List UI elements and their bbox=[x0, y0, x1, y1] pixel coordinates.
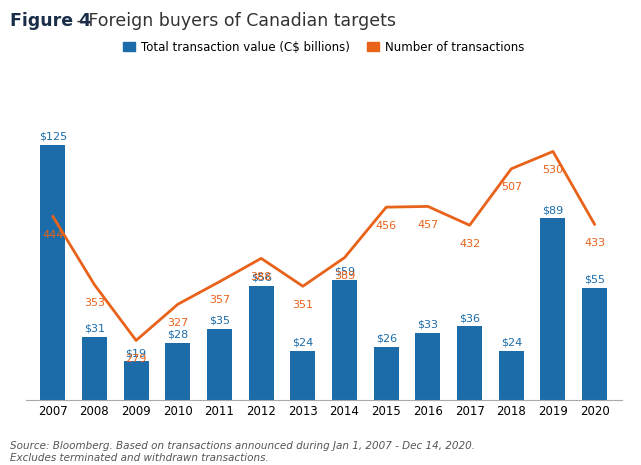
Text: $36: $36 bbox=[459, 313, 480, 323]
Bar bbox=[582, 288, 607, 400]
Text: $26: $26 bbox=[376, 334, 397, 344]
Legend: Total transaction value (C$ billions), Number of transactions: Total transaction value (C$ billions), N… bbox=[119, 36, 529, 58]
Text: $33: $33 bbox=[417, 319, 438, 330]
Text: Figure 4: Figure 4 bbox=[10, 12, 91, 30]
Text: 357: 357 bbox=[209, 295, 230, 305]
Text: $125: $125 bbox=[38, 132, 67, 142]
Text: 351: 351 bbox=[292, 300, 313, 310]
Text: 444: 444 bbox=[42, 230, 63, 240]
Text: - Foreign buyers of Canadian targets: - Foreign buyers of Canadian targets bbox=[71, 12, 395, 30]
Bar bbox=[82, 337, 107, 400]
Bar bbox=[374, 347, 399, 400]
Text: 456: 456 bbox=[376, 221, 397, 231]
Bar bbox=[165, 343, 190, 400]
Bar bbox=[415, 332, 440, 400]
Text: Source: Bloomberg. Based on transactions announced during Jan 1, 2007 - Dec 14, : Source: Bloomberg. Based on transactions… bbox=[10, 441, 474, 463]
Text: $59: $59 bbox=[334, 266, 355, 277]
Text: $24: $24 bbox=[501, 338, 522, 348]
Bar bbox=[499, 351, 524, 400]
Text: 353: 353 bbox=[84, 298, 105, 308]
Text: 432: 432 bbox=[459, 239, 480, 249]
Text: 327: 327 bbox=[167, 318, 188, 328]
Text: 388: 388 bbox=[251, 272, 272, 282]
Bar bbox=[207, 328, 232, 400]
Text: $56: $56 bbox=[251, 272, 272, 283]
Text: $89: $89 bbox=[542, 205, 563, 215]
Text: 279: 279 bbox=[126, 354, 147, 364]
Text: 389: 389 bbox=[334, 271, 355, 281]
Bar bbox=[249, 286, 274, 400]
Bar bbox=[40, 145, 65, 400]
Text: $35: $35 bbox=[209, 315, 230, 326]
Text: $19: $19 bbox=[126, 348, 147, 358]
Text: $24: $24 bbox=[292, 338, 313, 348]
Bar bbox=[540, 219, 565, 400]
Text: 530: 530 bbox=[542, 165, 563, 175]
Text: $31: $31 bbox=[84, 324, 105, 333]
Bar bbox=[332, 279, 357, 400]
Text: $55: $55 bbox=[584, 275, 605, 285]
Bar bbox=[290, 351, 315, 400]
Text: 457: 457 bbox=[417, 220, 438, 230]
Text: 507: 507 bbox=[501, 182, 522, 193]
Bar bbox=[124, 361, 149, 400]
Text: $28: $28 bbox=[167, 330, 188, 340]
Text: 433: 433 bbox=[584, 238, 605, 248]
Bar bbox=[457, 326, 482, 400]
